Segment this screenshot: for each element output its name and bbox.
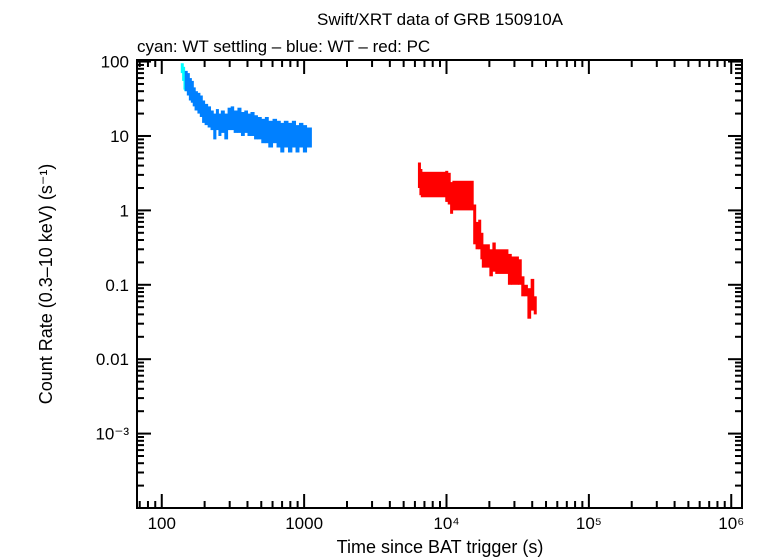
x-tick-label: 10⁶	[718, 514, 744, 533]
data-point	[264, 116, 269, 144]
data-point	[213, 113, 217, 140]
data-point	[489, 249, 493, 277]
x-tick-label: 10⁴	[433, 514, 459, 533]
chart-title: Swift/XRT data of GRB 150910A	[317, 10, 564, 29]
data-point	[184, 70, 188, 92]
data-point	[287, 122, 293, 153]
data-point	[280, 122, 285, 153]
data-point	[308, 127, 312, 148]
data-point	[199, 95, 203, 117]
data-point	[521, 276, 525, 297]
y-axis-label: Count Rate (0.3–10 keV) (s⁻¹)	[36, 164, 56, 405]
data-point	[204, 103, 209, 126]
data-point	[220, 110, 225, 133]
data-point	[478, 219, 482, 250]
data-point	[244, 110, 248, 133]
data-point	[420, 171, 446, 198]
data-point	[447, 172, 451, 205]
data-point	[227, 107, 232, 131]
y-tick-label: 0.01	[96, 350, 129, 369]
data-point	[224, 113, 229, 140]
data-point	[192, 87, 196, 107]
data-point	[250, 112, 255, 136]
data-point	[276, 120, 281, 148]
y-tick-label: 10	[110, 127, 129, 146]
data-point	[272, 118, 278, 144]
data-point	[445, 170, 449, 202]
data-point	[188, 78, 192, 101]
data-point	[283, 120, 289, 148]
data-point	[230, 106, 235, 131]
series-wt	[184, 70, 312, 153]
data-point	[507, 253, 512, 285]
data-point	[207, 106, 212, 128]
data-point	[295, 125, 300, 153]
data-point	[186, 73, 190, 96]
data-point	[495, 249, 509, 274]
data-point	[215, 109, 219, 131]
data-point	[530, 278, 535, 311]
y-tick-label: 1	[120, 201, 129, 220]
data-point	[452, 180, 474, 211]
data-point	[473, 204, 477, 245]
data-point	[254, 115, 258, 140]
x-tick-label: 1000	[285, 514, 323, 533]
series-pc	[417, 162, 537, 319]
data-point	[237, 107, 242, 133]
data-point	[518, 259, 522, 285]
data-point	[492, 242, 496, 272]
data-point	[268, 120, 274, 148]
data-point	[481, 244, 490, 268]
data-point	[511, 256, 519, 285]
data-point	[240, 112, 245, 136]
plot-frame	[136, 59, 743, 509]
data-point	[210, 110, 214, 131]
chart-subtitle: cyan: WT settling – blue: WT – red: PC	[137, 37, 430, 56]
x-tick-label: 10⁵	[576, 514, 602, 533]
data-point	[523, 284, 528, 297]
y-tick-label: 100	[101, 53, 129, 72]
data-point	[291, 120, 297, 148]
data-point	[257, 116, 262, 140]
data-point	[450, 182, 454, 214]
y-tick-label: 10⁻³	[95, 425, 129, 444]
data-point	[298, 122, 304, 148]
x-axis-label: Time since BAT trigger (s)	[337, 537, 544, 557]
data-point	[261, 118, 266, 144]
data-point	[533, 296, 537, 315]
x-tick-label: 100	[148, 514, 176, 533]
data-point	[233, 110, 238, 133]
data-point	[306, 127, 310, 148]
data-point	[218, 113, 222, 136]
data-point	[194, 91, 198, 111]
data-point	[247, 113, 251, 136]
data-point	[202, 100, 206, 123]
data-point	[190, 80, 194, 103]
data-point	[527, 288, 532, 319]
data-point	[475, 221, 479, 250]
y-tick-label: 0.1	[105, 276, 129, 295]
data-point	[302, 125, 308, 153]
data-point	[182, 66, 186, 81]
data-point	[197, 92, 201, 114]
